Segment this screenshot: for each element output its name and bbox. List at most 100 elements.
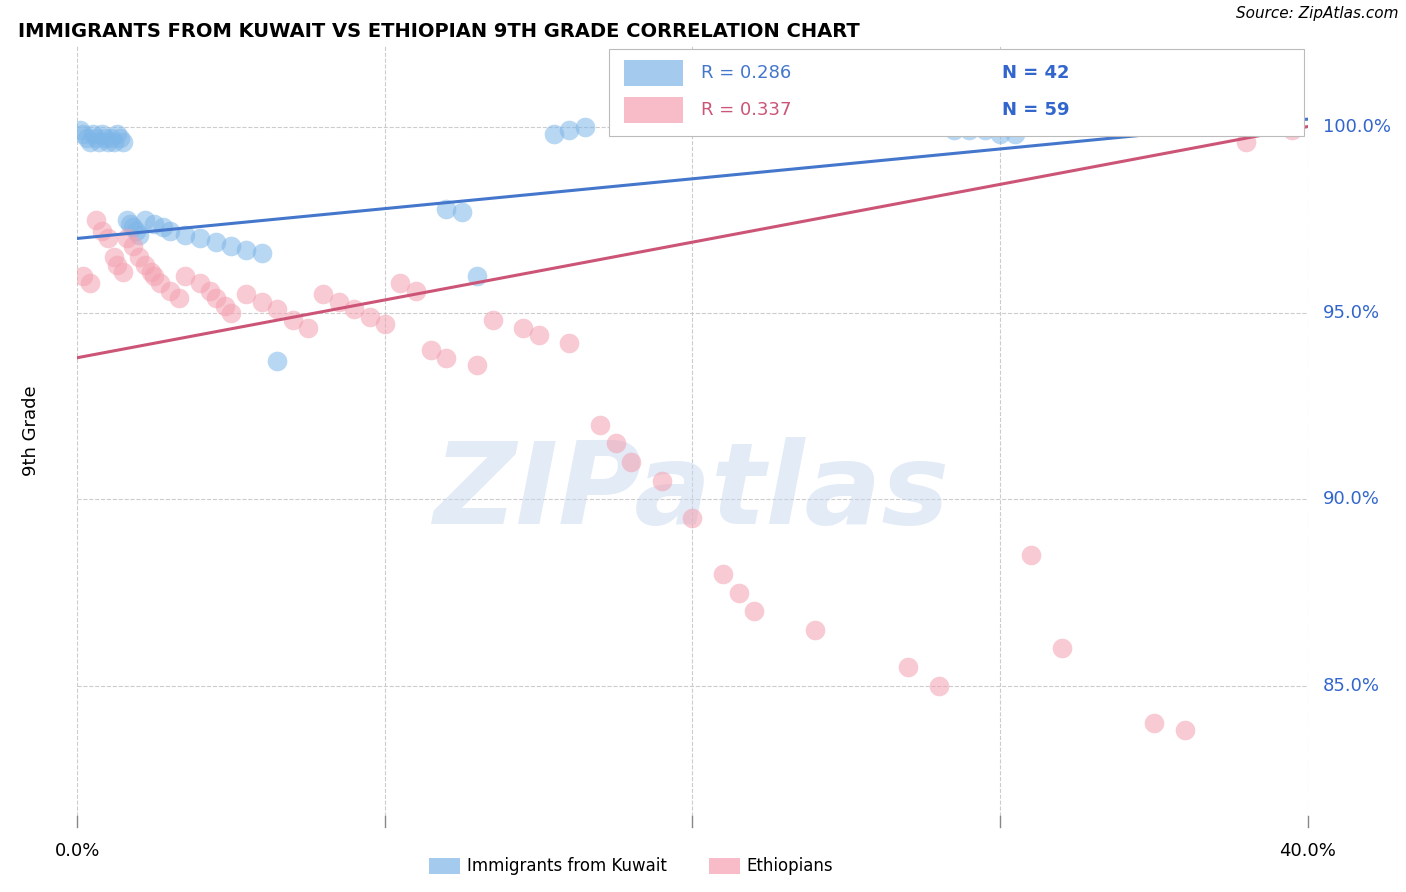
Point — [973, 123, 995, 137]
Point — [121, 239, 143, 253]
Point — [250, 246, 273, 260]
Point — [436, 351, 458, 365]
Point — [359, 310, 381, 324]
Point — [281, 313, 304, 327]
Point — [84, 130, 107, 145]
Point — [141, 265, 163, 279]
Point — [82, 127, 104, 141]
Point — [1050, 641, 1073, 656]
Point — [558, 335, 581, 350]
Point — [620, 455, 643, 469]
Point — [149, 276, 172, 290]
Point — [188, 276, 212, 290]
Point — [219, 306, 242, 320]
Point — [250, 294, 273, 309]
Point — [76, 130, 98, 145]
Point — [1004, 127, 1026, 141]
Point — [121, 220, 143, 235]
Point — [125, 224, 148, 238]
Point — [235, 287, 257, 301]
Text: 100.0%: 100.0% — [1323, 118, 1391, 136]
Point — [115, 212, 138, 227]
Point — [1174, 723, 1197, 738]
Point — [436, 202, 458, 216]
Point — [312, 287, 335, 301]
Point — [235, 243, 257, 257]
Point — [1019, 548, 1042, 562]
Point — [204, 235, 226, 249]
Point — [957, 123, 980, 137]
Text: Immigrants from Kuwait: Immigrants from Kuwait — [467, 857, 666, 875]
Point — [266, 302, 288, 317]
Point — [79, 135, 101, 149]
Point — [112, 135, 135, 149]
Point — [134, 212, 156, 227]
Point — [90, 127, 114, 141]
Point — [152, 220, 174, 235]
Point — [87, 135, 110, 149]
Point — [97, 135, 120, 149]
Text: IMMIGRANTS FROM KUWAIT VS ETHIOPIAN 9TH GRADE CORRELATION CHART: IMMIGRANTS FROM KUWAIT VS ETHIOPIAN 9TH … — [18, 22, 860, 41]
Point — [115, 231, 138, 245]
Point — [72, 127, 94, 141]
Point — [100, 130, 122, 145]
Point — [589, 417, 612, 432]
Point — [103, 135, 125, 149]
Point — [167, 291, 190, 305]
Text: Source: ZipAtlas.com: Source: ZipAtlas.com — [1236, 6, 1399, 21]
Point — [97, 231, 120, 245]
Text: N = 42: N = 42 — [1002, 64, 1070, 82]
Point — [188, 231, 212, 245]
Point — [110, 130, 132, 145]
Text: 9th Grade: 9th Grade — [21, 385, 39, 475]
Point — [198, 284, 221, 298]
Text: R = 0.337: R = 0.337 — [702, 101, 792, 120]
Text: 95.0%: 95.0% — [1323, 304, 1381, 322]
Point — [204, 291, 226, 305]
Point — [214, 299, 236, 313]
Point — [682, 511, 704, 525]
Point — [90, 224, 114, 238]
Point — [134, 258, 156, 272]
Text: Ethiopians: Ethiopians — [747, 857, 834, 875]
Point — [420, 343, 443, 358]
Point — [465, 268, 488, 283]
Point — [897, 660, 920, 674]
Point — [450, 205, 472, 219]
Text: 0.0%: 0.0% — [55, 842, 100, 860]
Point — [988, 127, 1011, 141]
Point — [804, 623, 827, 637]
Point — [174, 268, 197, 283]
Text: R = 0.286: R = 0.286 — [702, 64, 792, 82]
Point — [266, 354, 288, 368]
Point — [389, 276, 412, 290]
Point — [942, 123, 965, 137]
Point — [103, 250, 125, 264]
Point — [651, 474, 673, 488]
Point — [72, 268, 94, 283]
Point — [742, 604, 765, 618]
Point — [527, 328, 550, 343]
Point — [465, 358, 488, 372]
Text: ZIPatlas: ZIPatlas — [434, 436, 950, 548]
Point — [727, 585, 749, 599]
Point — [297, 321, 319, 335]
Point — [928, 679, 950, 693]
Point — [1143, 716, 1166, 731]
Point — [79, 276, 101, 290]
Point — [112, 265, 135, 279]
Point — [159, 224, 181, 238]
Point — [143, 268, 166, 283]
Point — [558, 123, 581, 137]
Point — [405, 284, 427, 298]
Text: 85.0%: 85.0% — [1323, 677, 1379, 695]
Point — [711, 566, 734, 581]
Point — [128, 227, 150, 242]
Point — [128, 250, 150, 264]
Point — [543, 127, 565, 141]
Point — [481, 313, 503, 327]
Point — [1281, 123, 1303, 137]
Point — [219, 239, 242, 253]
Text: 90.0%: 90.0% — [1323, 491, 1379, 508]
Point — [605, 436, 627, 450]
